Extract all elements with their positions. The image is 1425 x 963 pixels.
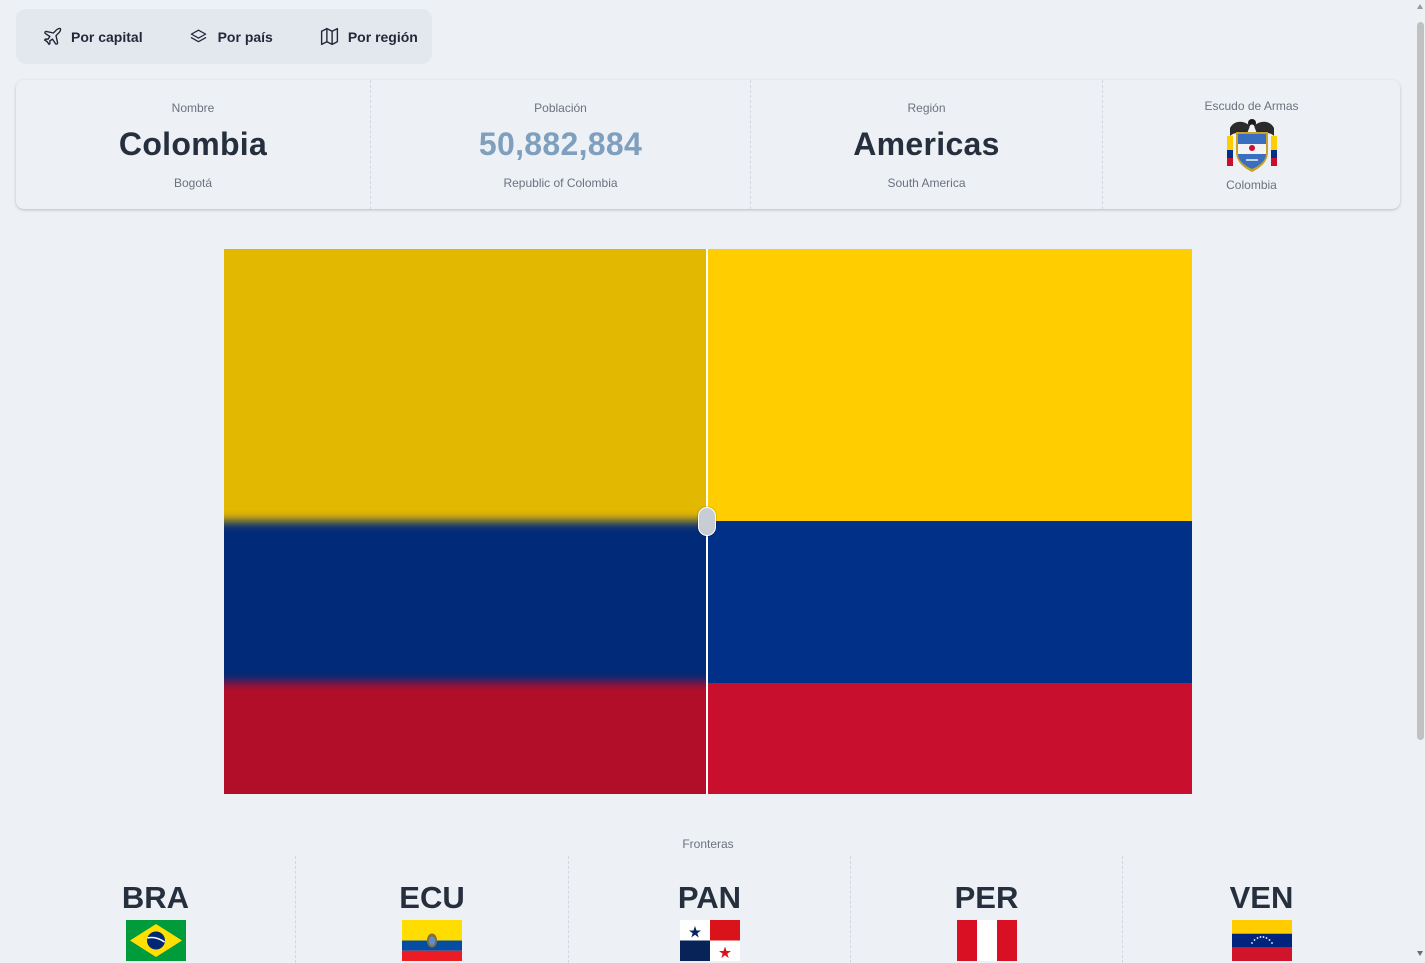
border-code: PAN	[677, 880, 742, 915]
stat-population-title: Población	[534, 101, 587, 115]
stat-name-title: Nombre	[171, 101, 215, 115]
scroll-up-arrow-icon[interactable]	[1417, 4, 1423, 9]
nav-by-country-label: Por país	[217, 28, 273, 45]
official-name: Republic of Colombia	[503, 176, 618, 190]
border-country-bra[interactable]: BRA	[16, 856, 296, 963]
flag-band-blue	[224, 521, 707, 682]
nav-by-country[interactable]: Por país	[189, 17, 273, 57]
panama-flag-icon	[679, 920, 740, 961]
flag-band-yellow	[224, 249, 707, 521]
border-code: PER	[954, 880, 1019, 915]
region-value: Americas	[853, 126, 1000, 162]
coat-of-arms-icon	[1226, 119, 1277, 172]
stat-region: Región Americas South America	[751, 80, 1103, 209]
brazil-flag-icon	[125, 920, 186, 961]
flag-compare-slider[interactable]	[224, 249, 1192, 794]
venezuela-flag-icon	[1231, 920, 1292, 961]
stat-coat-of-arms: Escudo de Armas Colombia	[1103, 80, 1400, 209]
capital-name: Bogotá	[173, 176, 213, 190]
slider-handle[interactable]	[698, 507, 716, 536]
subregion-value: South America	[887, 176, 966, 190]
layers-icon	[190, 29, 206, 43]
nav-by-region-label: Por región	[347, 28, 418, 45]
border-code: BRA	[121, 880, 190, 915]
flag-band-red	[707, 683, 1192, 794]
border-country-ven[interactable]: VEN	[1123, 856, 1400, 963]
page-scrollbar[interactable]	[1416, 0, 1425, 963]
flag-band-red	[224, 682, 707, 794]
borders-title: Fronteras	[682, 837, 734, 851]
coat-country-name: Colombia	[1226, 178, 1277, 192]
border-code: VEN	[1229, 880, 1294, 915]
flag-band-blue	[707, 521, 1192, 683]
population-value: 50,882,884	[478, 126, 643, 162]
blurred-flag-bands	[224, 249, 707, 794]
peru-flag-icon	[956, 920, 1017, 961]
country-name: Colombia	[118, 126, 268, 162]
borders-list: BRA ECU PAN PER	[16, 856, 1400, 963]
scroll-thumb[interactable]	[1417, 22, 1424, 740]
stat-region-title: Región	[907, 101, 946, 115]
nav-by-region[interactable]: Por región	[319, 17, 418, 57]
ecuador-flag-icon	[402, 920, 462, 961]
map-icon	[320, 27, 338, 46]
search-mode-menu: Por capital Por país Por región	[16, 9, 432, 64]
plane-icon	[43, 27, 62, 46]
border-country-per[interactable]: PER	[851, 856, 1123, 963]
stat-coat-title: Escudo de Armas	[1204, 99, 1299, 113]
stat-name: Nombre Colombia Bogotá	[16, 80, 371, 209]
border-country-pan[interactable]: PAN	[569, 856, 851, 963]
border-code: ECU	[399, 880, 465, 915]
flag-band-yellow	[707, 249, 1192, 521]
country-stats: Nombre Colombia Bogotá Población 50,882,…	[16, 80, 1400, 209]
scroll-down-arrow-icon[interactable]	[1417, 951, 1423, 956]
nav-by-capital[interactable]: Por capital	[42, 17, 143, 57]
blurred-flag	[224, 249, 707, 794]
border-country-ecu[interactable]: ECU	[296, 856, 569, 963]
nav-by-capital-label: Por capital	[71, 28, 143, 45]
clear-flag	[707, 249, 1192, 794]
stat-population: Población 50,882,884 Republic of Colombi…	[371, 80, 751, 209]
